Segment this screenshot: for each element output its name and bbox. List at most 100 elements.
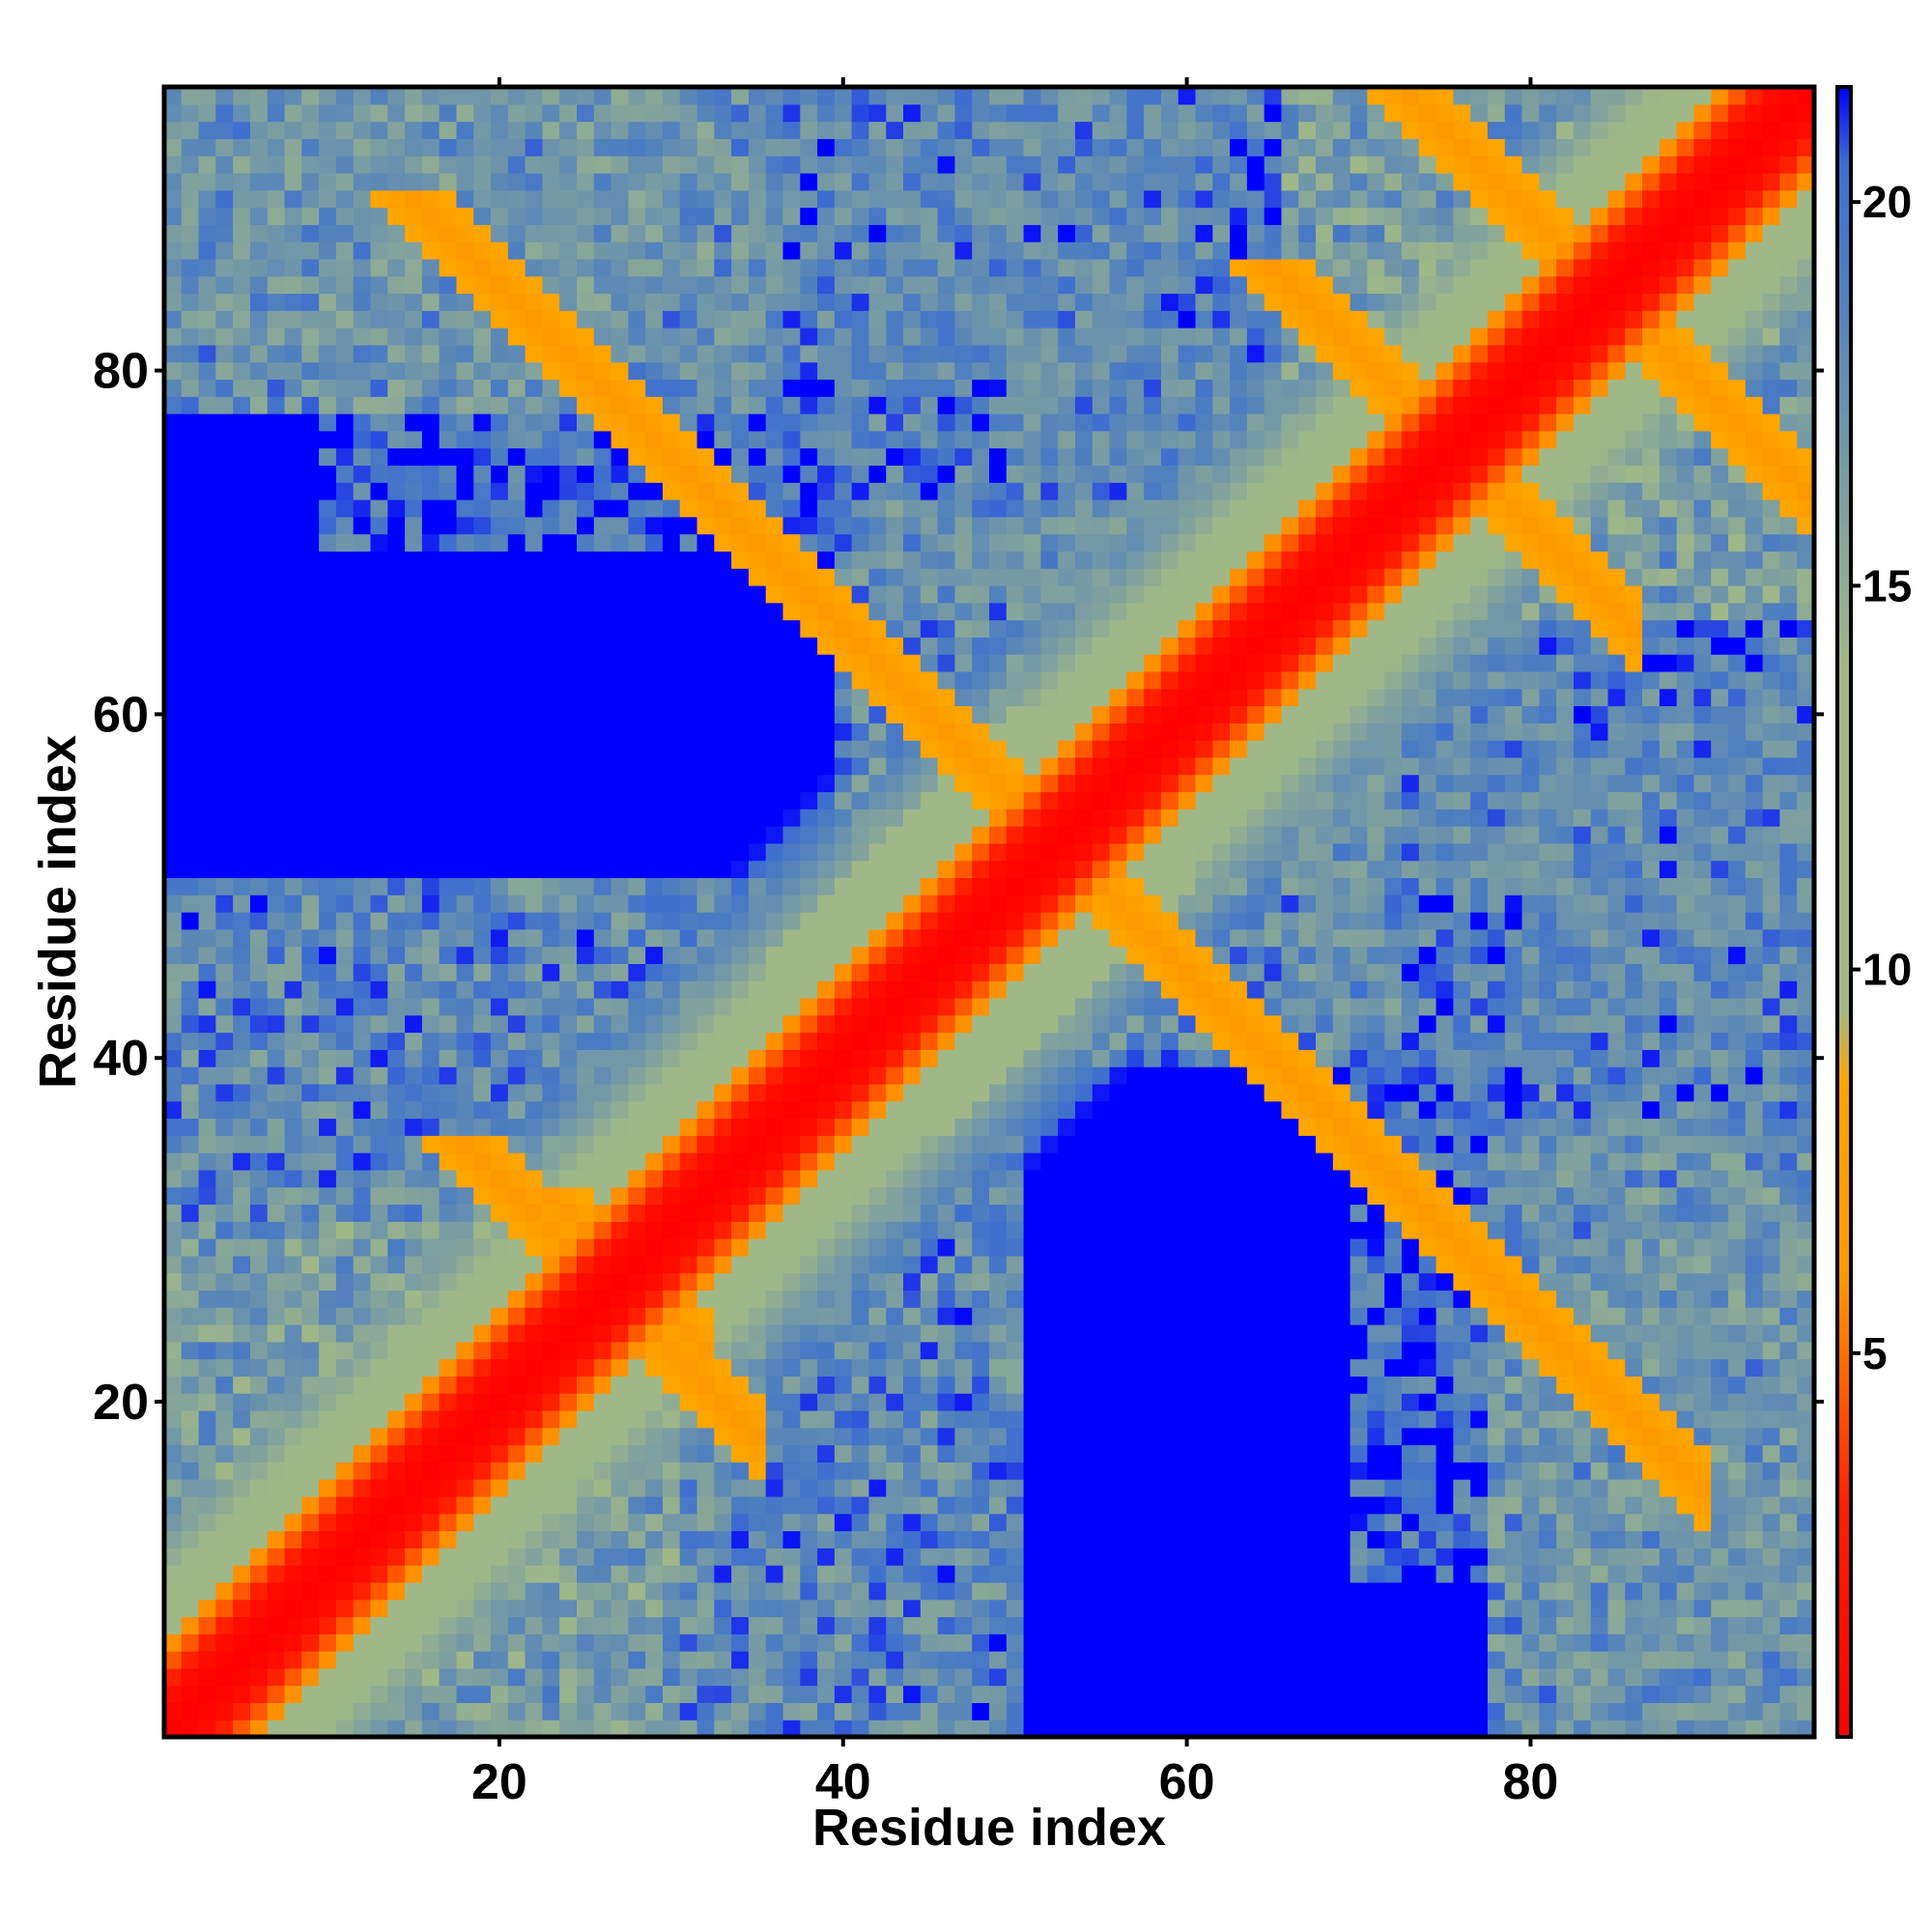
heatmap-cell <box>937 1548 956 1566</box>
heatmap-cell <box>972 1358 990 1377</box>
heatmap-cell <box>972 809 990 827</box>
heatmap-cell <box>249 1479 269 1497</box>
heatmap-cell <box>284 1290 302 1308</box>
heatmap-cell <box>662 842 681 862</box>
heatmap-cell <box>662 1135 681 1153</box>
heatmap-cell <box>491 705 509 724</box>
heatmap-cell <box>507 1530 526 1548</box>
heatmap-cell <box>215 1066 234 1085</box>
heatmap-cell <box>731 1324 750 1343</box>
heatmap-cell <box>748 242 767 260</box>
heatmap-cell <box>249 172 269 191</box>
heatmap-cell <box>473 1341 492 1360</box>
heatmap-cell <box>868 1667 887 1687</box>
heatmap-cell <box>748 877 767 895</box>
heatmap-cell <box>1006 654 1025 672</box>
heatmap-cell <box>353 1581 372 1601</box>
heatmap-cell <box>249 809 269 827</box>
heatmap-cell <box>542 1358 560 1377</box>
heatmap-cell <box>920 189 939 209</box>
heatmap-cell <box>886 1049 904 1067</box>
heatmap-cell <box>353 877 372 895</box>
heatmap-cell <box>387 1427 406 1446</box>
heatmap-cell <box>696 1169 715 1188</box>
heatmap-cell <box>233 1685 251 1704</box>
heatmap-cell <box>782 447 801 467</box>
heatmap-cell <box>886 379 904 397</box>
heatmap-cell <box>267 1014 286 1034</box>
heatmap-cell <box>353 1479 372 1497</box>
heatmap-cell <box>954 361 973 381</box>
heatmap-cell <box>868 413 887 432</box>
heatmap-cell <box>800 1495 818 1515</box>
heatmap-cell <box>559 465 578 483</box>
heatmap-cell <box>868 774 887 793</box>
heatmap-cell <box>198 860 216 879</box>
heatmap-cell <box>507 1409 526 1429</box>
heatmap-cell <box>525 1409 544 1429</box>
heatmap-cell <box>439 980 458 999</box>
heatmap-cell <box>267 1204 286 1222</box>
heatmap-cell <box>765 413 784 432</box>
heatmap-cell <box>353 310 372 328</box>
heatmap-cell <box>903 637 922 655</box>
heatmap-cell <box>181 1066 200 1085</box>
heatmap-cell <box>903 1530 922 1548</box>
heatmap-cell <box>920 242 939 260</box>
heatmap-cell <box>817 1238 836 1257</box>
heatmap-cell <box>611 860 629 879</box>
heatmap-cell <box>903 344 922 363</box>
heatmap-cell <box>817 1667 836 1687</box>
heatmap-cell <box>473 842 492 862</box>
heatmap-cell <box>696 1376 715 1394</box>
heatmap-cell <box>834 774 853 793</box>
heatmap-cell <box>714 1083 732 1102</box>
heatmap-cell <box>696 138 715 156</box>
heatmap-cell <box>628 1169 646 1188</box>
heatmap-cell <box>593 1100 612 1120</box>
heatmap-cell <box>233 258 251 277</box>
heatmap-cell <box>714 1152 732 1171</box>
heatmap-cell <box>301 156 320 174</box>
heatmap-cell <box>662 293 681 311</box>
heatmap-cell <box>507 1427 526 1446</box>
heatmap-cell <box>525 516 544 535</box>
heatmap-cell <box>868 430 887 449</box>
heatmap-cell <box>731 1651 750 1669</box>
heatmap-cell <box>731 860 750 879</box>
heatmap-cell <box>1040 447 1059 467</box>
heatmap-cell <box>972 1118 990 1136</box>
heatmap-cell <box>181 1324 200 1343</box>
heatmap-cell <box>662 997 681 1016</box>
heatmap-cell <box>886 413 904 432</box>
heatmap-cell <box>972 1083 990 1102</box>
heatmap-cell <box>628 1032 646 1050</box>
heatmap-cell <box>491 1204 509 1222</box>
heatmap-cell <box>198 224 216 242</box>
heatmap-cell <box>714 1599 732 1618</box>
heatmap-cell <box>920 258 939 277</box>
heatmap-cell <box>181 413 200 432</box>
heatmap-cell <box>387 791 406 810</box>
heatmap-cell <box>319 465 337 483</box>
heatmap-cell <box>233 1014 251 1034</box>
heatmap-cell <box>319 1495 337 1515</box>
heatmap-cell <box>233 1032 251 1050</box>
heatmap-cell <box>920 1376 939 1394</box>
heatmap-cell <box>198 568 216 586</box>
heatmap-cell <box>198 637 216 655</box>
heatmap-cell <box>491 1634 509 1652</box>
heatmap-cell <box>886 224 904 242</box>
heatmap-cell <box>542 912 560 930</box>
heatmap-cell <box>645 1719 664 1738</box>
heatmap-cell <box>405 1719 423 1738</box>
heatmap-cell <box>439 1444 458 1463</box>
heatmap-cell <box>353 928 372 948</box>
heatmap-cell <box>782 327 801 346</box>
heatmap-cell <box>249 310 269 328</box>
heatmap-cell <box>989 1548 1008 1566</box>
heatmap-cell <box>1040 1255 1059 1274</box>
heatmap-cell <box>731 1565 750 1583</box>
heatmap-cell <box>387 327 406 346</box>
heatmap-cell <box>989 1393 1008 1411</box>
